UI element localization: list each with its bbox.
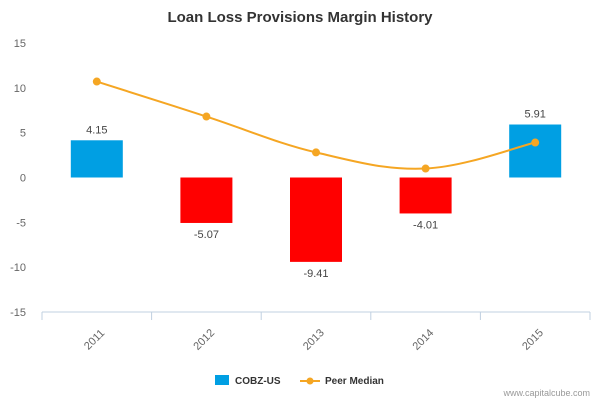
bar <box>399 177 452 214</box>
bar <box>290 177 342 262</box>
bar-series-cobz-us: 4.15 -5.07 -9.41 -4.01 5.91 <box>70 109 562 280</box>
x-tick-label: 2015 <box>520 327 546 353</box>
peer-median-point <box>312 148 320 157</box>
x-tick-label: 2014 <box>411 327 437 353</box>
legend-label-cobz-us: COBZ-US <box>235 376 281 387</box>
y-tick-label: 0 <box>20 173 26 185</box>
x-axis: 2011 2012 2013 2014 2015 <box>41 311 591 353</box>
legend: COBZ-US Peer Median <box>215 375 384 387</box>
line-series-peer-median <box>92 77 540 173</box>
legend-swatch-cobz-us <box>215 375 229 385</box>
x-tick-label: 2012 <box>191 327 217 353</box>
x-tick-label: 2011 <box>82 327 107 352</box>
y-tick-label: 15 <box>14 38 26 50</box>
y-tick-label: -15 <box>10 307 26 319</box>
bar <box>70 140 123 178</box>
chart-title: Loan Loss Provisions Margin History <box>167 9 433 26</box>
credit-text: www.capitalcube.com <box>502 388 590 398</box>
y-axis: 15 10 5 0 -5 -10 -15 <box>10 38 26 319</box>
y-tick-label: -10 <box>10 262 26 274</box>
peer-median-point <box>92 77 101 86</box>
x-tick-label: 2013 <box>301 327 327 353</box>
bar-data-label: 4.15 <box>86 124 107 136</box>
y-tick-label: 5 <box>20 128 26 140</box>
bar-data-label: -9.41 <box>303 268 328 280</box>
y-tick-label: -5 <box>16 217 26 229</box>
bar <box>509 124 562 178</box>
legend-label-peer-median: Peer Median <box>325 376 384 387</box>
peer-median-point <box>531 138 540 147</box>
peer-median-point <box>421 164 430 173</box>
bar-data-label: -5.07 <box>194 229 219 241</box>
peer-median-point <box>202 112 211 121</box>
bar-data-label: -4.01 <box>413 219 438 231</box>
y-tick-label: 10 <box>14 83 26 95</box>
bar <box>180 177 233 223</box>
legend-swatch-peer-median-dot <box>306 377 314 385</box>
bar-data-label: 5.91 <box>524 109 545 121</box>
